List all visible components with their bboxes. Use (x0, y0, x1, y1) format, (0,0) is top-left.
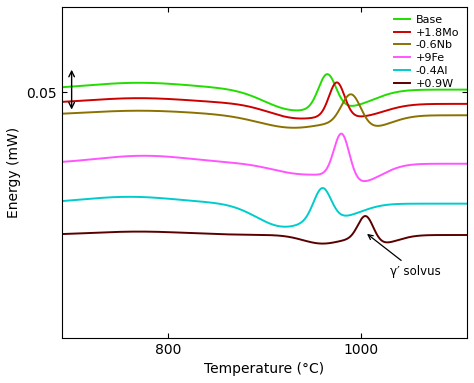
-0.4Al (464, 201, 470, 206)
+0.9W (256, 232, 262, 237)
Base (80, 83, 85, 88)
Base (246, 92, 251, 97)
+0.9W (246, 232, 251, 237)
+0.9W (453, 233, 458, 237)
-0.6Nb (80, 110, 85, 115)
+9Fe (464, 162, 470, 166)
+9Fe (246, 162, 251, 167)
+1.8Mo (453, 101, 458, 106)
Line: Base: Base (62, 74, 467, 110)
+1.8Mo (334, 80, 339, 85)
-0.4Al (282, 224, 288, 229)
+0.9W (464, 233, 470, 237)
-0.4Al (453, 201, 458, 206)
Base (324, 72, 330, 77)
-0.4Al (320, 186, 326, 190)
+0.9W (320, 241, 326, 246)
X-axis label: Temperature (°C): Temperature (°C) (204, 362, 325, 376)
-0.6Nb (291, 126, 297, 130)
Text: γ′ solvus: γ′ solvus (368, 235, 441, 278)
+0.9W (59, 232, 65, 236)
+1.8Mo (59, 100, 65, 104)
Line: +0.9W: +0.9W (62, 216, 467, 244)
Base (379, 94, 384, 99)
-0.6Nb (59, 111, 65, 116)
Line: -0.6Nb: -0.6Nb (62, 94, 467, 128)
+9Fe (338, 131, 344, 136)
Legend: Base, +1.8Mo, -0.6Nb, +9Fe, -0.4Al, +0.9W: Base, +1.8Mo, -0.6Nb, +9Fe, -0.4Al, +0.9… (392, 13, 462, 91)
-0.6Nb (453, 113, 458, 118)
Base (59, 85, 65, 90)
Line: -0.4Al: -0.4Al (62, 188, 467, 227)
+9Fe (80, 158, 85, 162)
+9Fe (453, 162, 458, 166)
-0.4Al (59, 199, 65, 203)
+1.8Mo (80, 98, 85, 103)
Y-axis label: Energy (mW): Energy (mW) (7, 127, 21, 218)
-0.6Nb (256, 120, 262, 124)
Base (256, 97, 262, 101)
+1.8Mo (379, 110, 384, 115)
Base (453, 87, 458, 92)
+1.8Mo (256, 107, 262, 111)
-0.4Al (379, 203, 384, 208)
Line: +1.8Mo: +1.8Mo (62, 82, 467, 118)
-0.4Al (80, 197, 85, 202)
-0.6Nb (246, 118, 251, 122)
+9Fe (256, 164, 262, 169)
+1.8Mo (246, 104, 251, 109)
+1.8Mo (299, 116, 305, 121)
-0.6Nb (348, 92, 354, 97)
-0.6Nb (379, 123, 384, 128)
Base (453, 87, 458, 92)
+9Fe (453, 162, 458, 166)
Base (464, 87, 470, 92)
+0.9W (363, 214, 368, 218)
+9Fe (379, 172, 384, 177)
-0.4Al (256, 216, 262, 221)
-0.4Al (246, 211, 251, 215)
+1.8Mo (464, 101, 470, 106)
+1.8Mo (453, 101, 458, 106)
+9Fe (362, 179, 367, 183)
+0.9W (453, 233, 458, 237)
+0.9W (80, 231, 85, 236)
+9Fe (59, 160, 65, 164)
-0.6Nb (453, 113, 458, 118)
+0.9W (379, 238, 384, 242)
-0.6Nb (464, 113, 470, 118)
Base (294, 108, 300, 113)
-0.4Al (453, 201, 458, 206)
Line: +9Fe: +9Fe (62, 134, 467, 181)
